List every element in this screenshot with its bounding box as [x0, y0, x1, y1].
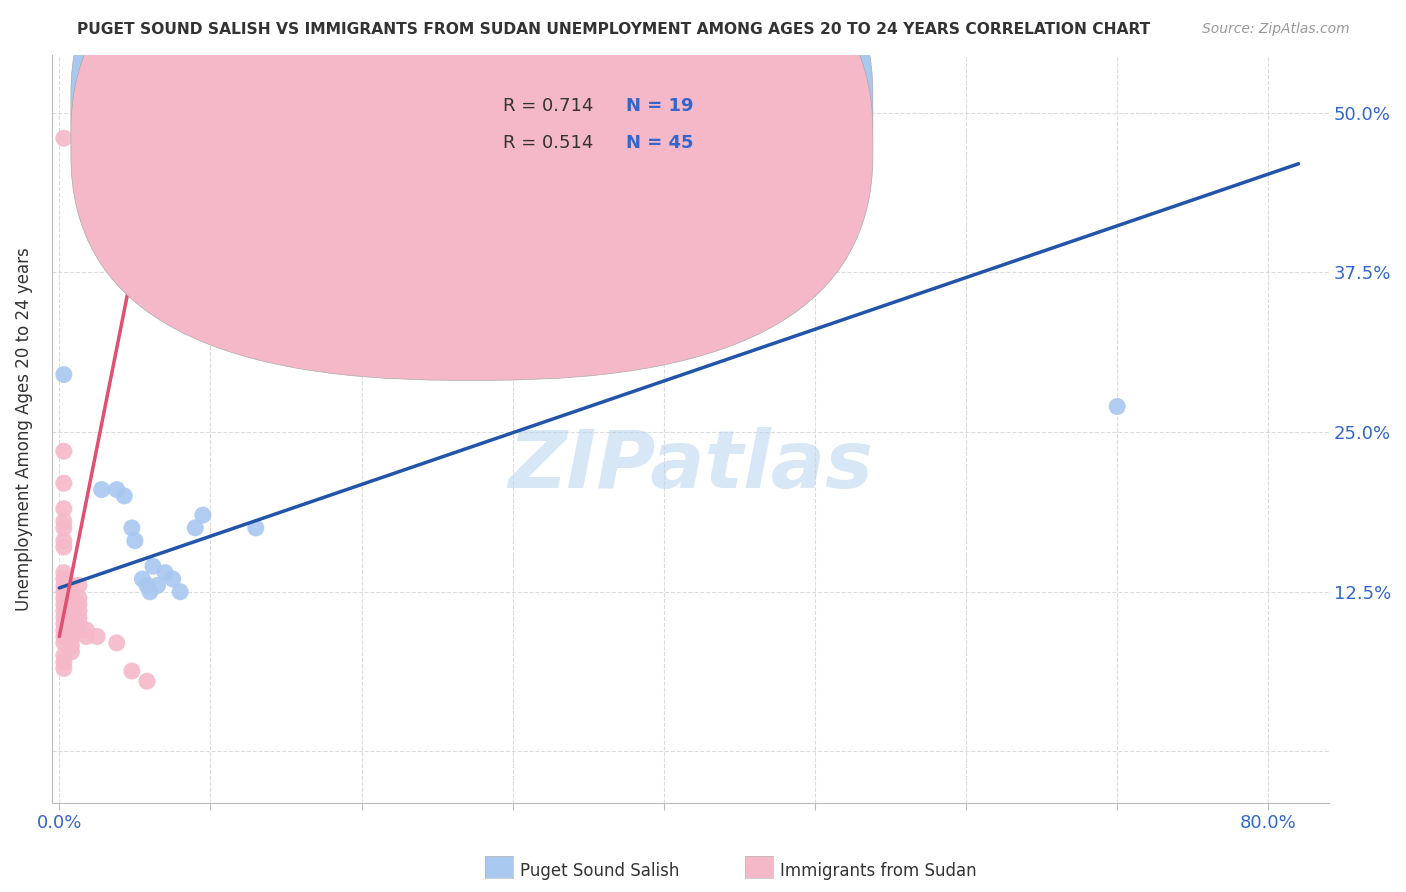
Point [52, 476, 75, 491]
Point [131, 572, 153, 586]
Point [52, 540, 75, 554]
Point [52, 584, 75, 599]
Point [67, 604, 90, 618]
Text: R = 0.714: R = 0.714 [502, 97, 593, 115]
Text: Immigrants from Sudan: Immigrants from Sudan [780, 862, 977, 880]
Point [52, 623, 75, 637]
Point [52, 444, 75, 458]
Point [52, 131, 75, 145]
Point [52, 661, 75, 675]
Point [52, 636, 75, 650]
Point [60, 645, 83, 659]
Text: R = 0.514: R = 0.514 [502, 135, 593, 153]
Point [60, 598, 83, 612]
Point [52, 368, 75, 382]
Point [52, 515, 75, 529]
Point [90, 483, 112, 497]
Point [52, 566, 75, 580]
Point [105, 483, 128, 497]
Point [60, 578, 83, 592]
FancyBboxPatch shape [70, 0, 873, 380]
Point [184, 521, 207, 535]
Point [142, 559, 165, 574]
Point [52, 630, 75, 644]
Point [67, 598, 90, 612]
Point [60, 607, 83, 621]
Point [52, 610, 75, 624]
Point [804, 234, 827, 248]
Point [86, 630, 108, 644]
Point [105, 636, 128, 650]
FancyBboxPatch shape [70, 0, 873, 343]
Text: ZIPatlas: ZIPatlas [508, 427, 873, 505]
Point [52, 598, 75, 612]
Point [60, 632, 83, 646]
Point [52, 591, 75, 606]
Point [52, 533, 75, 548]
Point [60, 591, 83, 606]
Point [52, 578, 75, 592]
Point [67, 591, 90, 606]
Point [169, 584, 191, 599]
Point [67, 616, 90, 631]
Point [67, 610, 90, 624]
Point [136, 674, 159, 689]
Point [121, 664, 143, 678]
Point [76, 623, 98, 637]
Text: Source: ZipAtlas.com: Source: ZipAtlas.com [1202, 22, 1350, 37]
Text: N = 45: N = 45 [627, 135, 695, 153]
Point [52, 648, 75, 663]
Point [121, 521, 143, 535]
Point [52, 616, 75, 631]
Point [60, 639, 83, 653]
Point [76, 630, 98, 644]
FancyBboxPatch shape [434, 78, 735, 173]
Point [124, 533, 146, 548]
Point [153, 566, 176, 580]
Text: Puget Sound Salish: Puget Sound Salish [520, 862, 679, 880]
Text: PUGET SOUND SALISH VS IMMIGRANTS FROM SUDAN UNEMPLOYMENT AMONG AGES 20 TO 24 YEA: PUGET SOUND SALISH VS IMMIGRANTS FROM SU… [77, 22, 1150, 37]
Point [52, 501, 75, 516]
Point [112, 489, 135, 503]
Point [67, 578, 90, 592]
Point [136, 578, 159, 592]
Point [52, 655, 75, 669]
Point [162, 572, 184, 586]
Point [67, 623, 90, 637]
Point [52, 572, 75, 586]
Point [139, 584, 162, 599]
Point [146, 578, 169, 592]
Text: N = 19: N = 19 [627, 97, 695, 115]
Point [52, 604, 75, 618]
Point [1107, 400, 1129, 414]
Y-axis label: Unemployment Among Ages 20 to 24 years: Unemployment Among Ages 20 to 24 years [15, 247, 32, 611]
Point [60, 616, 83, 631]
Point [191, 508, 214, 522]
Point [60, 623, 83, 637]
Point [245, 521, 267, 535]
Point [52, 521, 75, 535]
